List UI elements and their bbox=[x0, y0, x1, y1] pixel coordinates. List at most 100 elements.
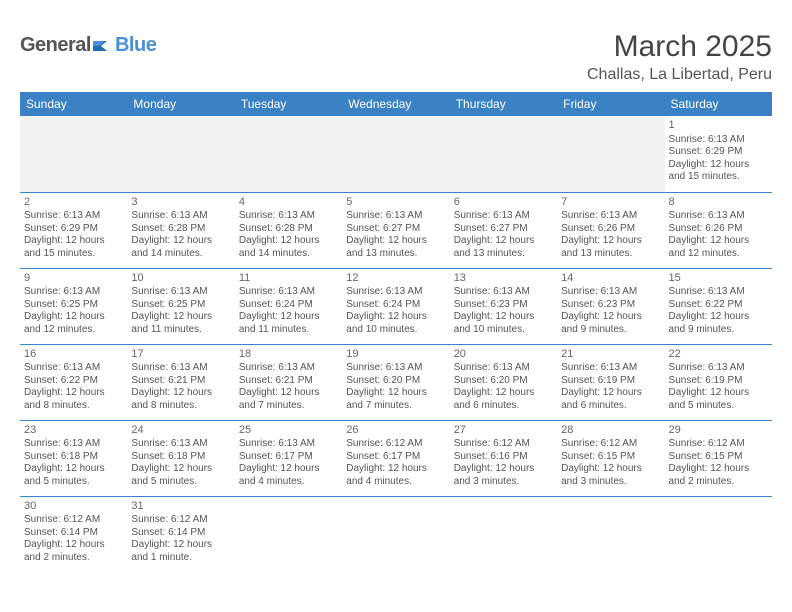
daylight-text: Daylight: 12 hours and 13 minutes. bbox=[454, 235, 553, 260]
calendar-cell: 4Sunrise: 6:13 AMSunset: 6:28 PMDaylight… bbox=[235, 192, 342, 268]
sunset-text: Sunset: 6:24 PM bbox=[239, 299, 338, 312]
daylight-text: Daylight: 12 hours and 3 minutes. bbox=[561, 463, 660, 488]
daylight-text: Daylight: 12 hours and 5 minutes. bbox=[669, 387, 768, 412]
daylight-text: Daylight: 12 hours and 12 minutes. bbox=[669, 235, 768, 260]
daylight-text: Daylight: 12 hours and 7 minutes. bbox=[346, 387, 445, 412]
calendar-cell: 15Sunrise: 6:13 AMSunset: 6:22 PMDayligh… bbox=[665, 268, 772, 344]
sunrise-text: Sunrise: 6:13 AM bbox=[561, 210, 660, 223]
day-header: Wednesday bbox=[342, 92, 449, 116]
calendar-cell: 19Sunrise: 6:13 AMSunset: 6:20 PMDayligh… bbox=[342, 344, 449, 420]
daylight-text: Daylight: 12 hours and 6 minutes. bbox=[454, 387, 553, 412]
calendar-cell bbox=[450, 496, 557, 572]
daylight-text: Daylight: 12 hours and 13 minutes. bbox=[561, 235, 660, 260]
day-number: 8 bbox=[669, 196, 768, 210]
day-number: 1 bbox=[669, 119, 768, 133]
calendar-cell bbox=[20, 116, 127, 192]
day-header: Tuesday bbox=[235, 92, 342, 116]
calendar-cell bbox=[235, 116, 342, 192]
sunrise-text: Sunrise: 6:13 AM bbox=[131, 210, 230, 223]
page-header: General Blue March 2025 Challas, La Libe… bbox=[20, 30, 772, 84]
brand-logo: General Blue bbox=[20, 30, 156, 57]
sunrise-text: Sunrise: 6:13 AM bbox=[24, 210, 123, 223]
calendar-week-row: 30Sunrise: 6:12 AMSunset: 6:14 PMDayligh… bbox=[20, 496, 772, 572]
sunrise-text: Sunrise: 6:13 AM bbox=[131, 362, 230, 375]
day-number: 14 bbox=[561, 272, 660, 286]
sunset-text: Sunset: 6:23 PM bbox=[454, 299, 553, 312]
sunrise-text: Sunrise: 6:12 AM bbox=[131, 514, 230, 527]
sunrise-text: Sunrise: 6:12 AM bbox=[24, 514, 123, 527]
daylight-text: Daylight: 12 hours and 9 minutes. bbox=[561, 311, 660, 336]
sunrise-text: Sunrise: 6:13 AM bbox=[131, 438, 230, 451]
daylight-text: Daylight: 12 hours and 15 minutes. bbox=[24, 235, 123, 260]
sunrise-text: Sunrise: 6:12 AM bbox=[454, 438, 553, 451]
sunrise-text: Sunrise: 6:13 AM bbox=[454, 210, 553, 223]
sunset-text: Sunset: 6:20 PM bbox=[346, 375, 445, 388]
sunset-text: Sunset: 6:14 PM bbox=[131, 527, 230, 540]
calendar-cell: 22Sunrise: 6:13 AMSunset: 6:19 PMDayligh… bbox=[665, 344, 772, 420]
daylight-text: Daylight: 12 hours and 5 minutes. bbox=[131, 463, 230, 488]
sunset-text: Sunset: 6:17 PM bbox=[239, 451, 338, 464]
daylight-text: Daylight: 12 hours and 3 minutes. bbox=[454, 463, 553, 488]
sunset-text: Sunset: 6:28 PM bbox=[239, 223, 338, 236]
calendar-cell: 13Sunrise: 6:13 AMSunset: 6:23 PMDayligh… bbox=[450, 268, 557, 344]
sunset-text: Sunset: 6:24 PM bbox=[346, 299, 445, 312]
calendar-cell: 7Sunrise: 6:13 AMSunset: 6:26 PMDaylight… bbox=[557, 192, 664, 268]
day-number: 25 bbox=[239, 424, 338, 438]
sunrise-text: Sunrise: 6:13 AM bbox=[346, 286, 445, 299]
daylight-text: Daylight: 12 hours and 7 minutes. bbox=[239, 387, 338, 412]
day-number: 18 bbox=[239, 348, 338, 362]
sunset-text: Sunset: 6:25 PM bbox=[24, 299, 123, 312]
daylight-text: Daylight: 12 hours and 8 minutes. bbox=[24, 387, 123, 412]
sunrise-text: Sunrise: 6:13 AM bbox=[24, 362, 123, 375]
daylight-text: Daylight: 12 hours and 11 minutes. bbox=[131, 311, 230, 336]
sunrise-text: Sunrise: 6:12 AM bbox=[669, 438, 768, 451]
day-number: 24 bbox=[131, 424, 230, 438]
sunset-text: Sunset: 6:29 PM bbox=[669, 146, 768, 159]
day-number: 11 bbox=[239, 272, 338, 286]
day-number: 2 bbox=[24, 196, 123, 210]
calendar-cell: 26Sunrise: 6:12 AMSunset: 6:17 PMDayligh… bbox=[342, 420, 449, 496]
sunset-text: Sunset: 6:26 PM bbox=[669, 223, 768, 236]
sunrise-text: Sunrise: 6:13 AM bbox=[239, 210, 338, 223]
sunset-text: Sunset: 6:18 PM bbox=[131, 451, 230, 464]
sunrise-text: Sunrise: 6:13 AM bbox=[239, 286, 338, 299]
day-number: 12 bbox=[346, 272, 445, 286]
sunrise-text: Sunrise: 6:13 AM bbox=[669, 210, 768, 223]
sunset-text: Sunset: 6:22 PM bbox=[24, 375, 123, 388]
day-header: Monday bbox=[127, 92, 234, 116]
calendar-cell bbox=[235, 496, 342, 572]
sunset-text: Sunset: 6:17 PM bbox=[346, 451, 445, 464]
sunset-text: Sunset: 6:27 PM bbox=[346, 223, 445, 236]
sunset-text: Sunset: 6:26 PM bbox=[561, 223, 660, 236]
sunset-text: Sunset: 6:22 PM bbox=[669, 299, 768, 312]
day-number: 3 bbox=[131, 196, 230, 210]
location-subtitle: Challas, La Libertad, Peru bbox=[587, 66, 772, 84]
day-number: 20 bbox=[454, 348, 553, 362]
day-header: Thursday bbox=[450, 92, 557, 116]
daylight-text: Daylight: 12 hours and 4 minutes. bbox=[346, 463, 445, 488]
calendar-cell: 10Sunrise: 6:13 AMSunset: 6:25 PMDayligh… bbox=[127, 268, 234, 344]
calendar-cell: 28Sunrise: 6:12 AMSunset: 6:15 PMDayligh… bbox=[557, 420, 664, 496]
calendar-cell bbox=[127, 116, 234, 192]
calendar-cell bbox=[557, 116, 664, 192]
daylight-text: Daylight: 12 hours and 10 minutes. bbox=[346, 311, 445, 336]
day-header-row: SundayMondayTuesdayWednesdayThursdayFrid… bbox=[20, 92, 772, 116]
sunrise-text: Sunrise: 6:13 AM bbox=[669, 286, 768, 299]
day-number: 9 bbox=[24, 272, 123, 286]
sunrise-text: Sunrise: 6:13 AM bbox=[24, 286, 123, 299]
brand-part2: Blue bbox=[115, 34, 156, 57]
brand-flag-icon bbox=[93, 39, 113, 53]
calendar-cell bbox=[450, 116, 557, 192]
calendar-week-row: 9Sunrise: 6:13 AMSunset: 6:25 PMDaylight… bbox=[20, 268, 772, 344]
daylight-text: Daylight: 12 hours and 5 minutes. bbox=[24, 463, 123, 488]
daylight-text: Daylight: 12 hours and 2 minutes. bbox=[24, 539, 123, 564]
sunrise-text: Sunrise: 6:12 AM bbox=[346, 438, 445, 451]
sunset-text: Sunset: 6:15 PM bbox=[669, 451, 768, 464]
calendar-cell: 17Sunrise: 6:13 AMSunset: 6:21 PMDayligh… bbox=[127, 344, 234, 420]
day-number: 4 bbox=[239, 196, 338, 210]
day-number: 10 bbox=[131, 272, 230, 286]
day-number: 15 bbox=[669, 272, 768, 286]
daylight-text: Daylight: 12 hours and 9 minutes. bbox=[669, 311, 768, 336]
day-header: Friday bbox=[557, 92, 664, 116]
calendar-cell: 25Sunrise: 6:13 AMSunset: 6:17 PMDayligh… bbox=[235, 420, 342, 496]
